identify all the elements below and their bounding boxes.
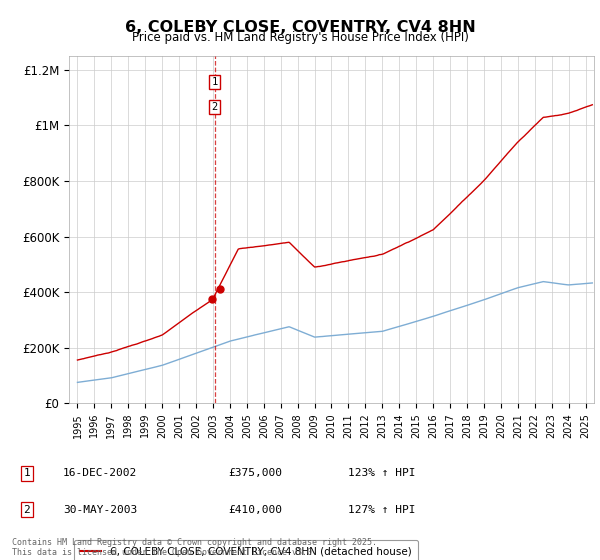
Text: 127% ↑ HPI: 127% ↑ HPI (348, 505, 415, 515)
Text: Contains HM Land Registry data © Crown copyright and database right 2025.
This d: Contains HM Land Registry data © Crown c… (12, 538, 377, 557)
Text: 1: 1 (212, 77, 218, 87)
Text: 30-MAY-2003: 30-MAY-2003 (63, 505, 137, 515)
Text: 2: 2 (212, 102, 218, 113)
Text: £375,000: £375,000 (228, 468, 282, 478)
Text: 123% ↑ HPI: 123% ↑ HPI (348, 468, 415, 478)
Text: 1: 1 (23, 468, 31, 478)
Text: £410,000: £410,000 (228, 505, 282, 515)
Text: 16-DEC-2002: 16-DEC-2002 (63, 468, 137, 478)
Text: 2: 2 (23, 505, 31, 515)
Text: 6, COLEBY CLOSE, COVENTRY, CV4 8HN: 6, COLEBY CLOSE, COVENTRY, CV4 8HN (125, 20, 475, 35)
Text: Price paid vs. HM Land Registry's House Price Index (HPI): Price paid vs. HM Land Registry's House … (131, 31, 469, 44)
Legend: 6, COLEBY CLOSE, COVENTRY, CV4 8HN (detached house), HPI: Average price, detache: 6, COLEBY CLOSE, COVENTRY, CV4 8HN (deta… (74, 540, 418, 560)
